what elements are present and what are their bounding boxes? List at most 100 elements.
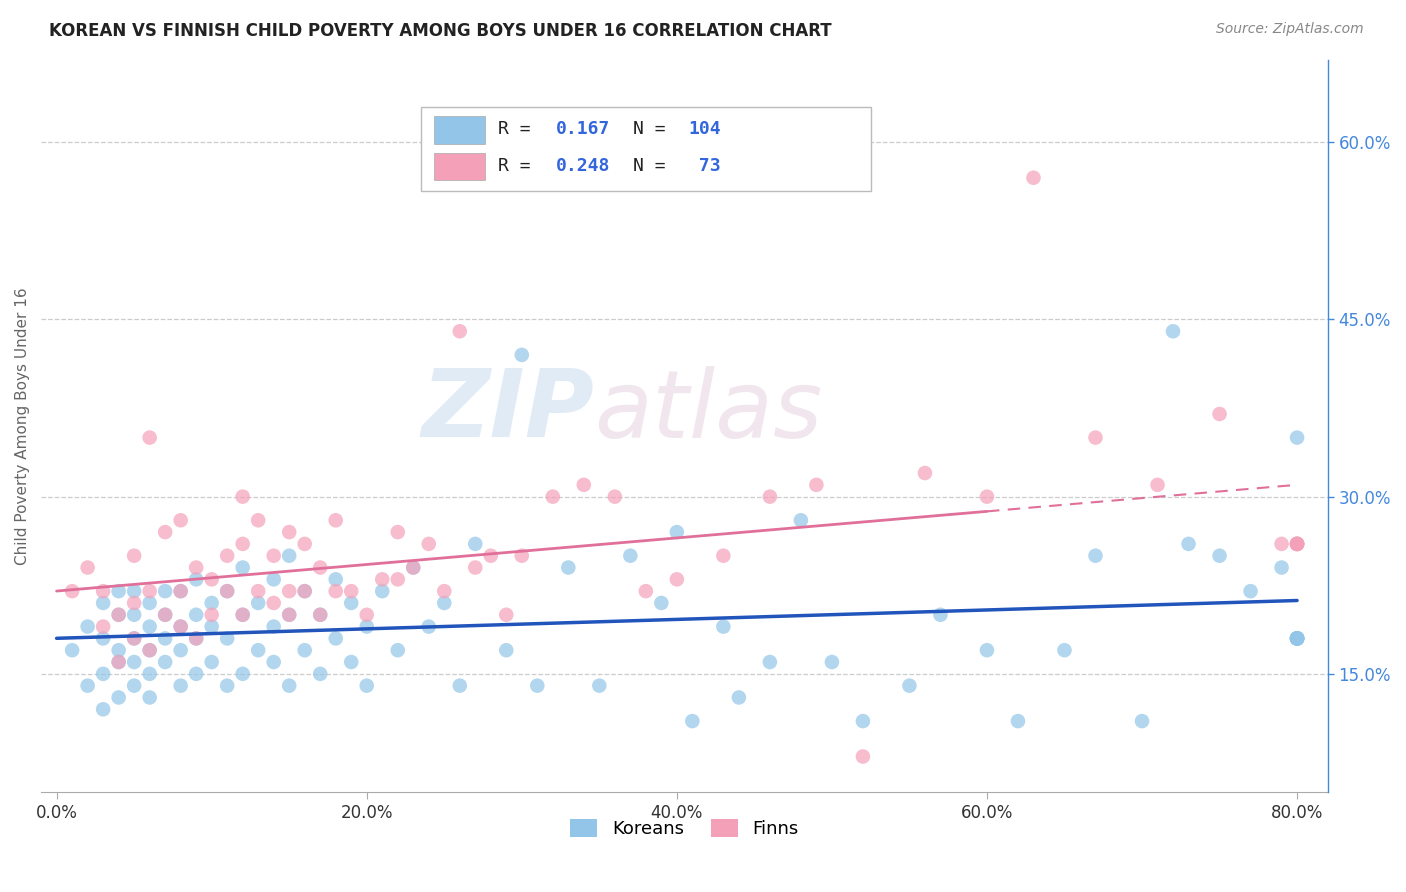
Point: [821, 655, 844, 669]
Point: [247, 596, 270, 610]
Point: [138, 619, 160, 633]
Point: [247, 513, 270, 527]
Point: [449, 324, 471, 338]
Point: [138, 643, 160, 657]
Point: [232, 607, 254, 622]
Point: [418, 537, 440, 551]
Point: [217, 584, 239, 599]
Point: [278, 525, 301, 540]
Point: [1286, 537, 1309, 551]
Text: N =: N =: [633, 157, 676, 175]
Point: [1270, 560, 1292, 574]
Point: [294, 584, 316, 599]
Point: [169, 679, 191, 693]
Point: [309, 666, 332, 681]
Point: [91, 702, 114, 716]
Point: [107, 655, 129, 669]
Point: [232, 537, 254, 551]
Point: [325, 584, 347, 599]
Point: [169, 619, 191, 633]
Point: [1286, 537, 1309, 551]
Point: [91, 632, 114, 646]
Point: [619, 549, 641, 563]
Point: [898, 679, 921, 693]
Text: 73: 73: [689, 157, 721, 175]
Point: [186, 572, 208, 586]
Point: [138, 690, 160, 705]
Point: [1286, 431, 1309, 445]
Point: [107, 584, 129, 599]
Point: [1130, 714, 1153, 728]
Point: [929, 607, 952, 622]
Point: [806, 478, 828, 492]
Point: [169, 619, 191, 633]
Point: [356, 607, 378, 622]
Point: [1286, 632, 1309, 646]
Point: [122, 632, 145, 646]
Point: [387, 572, 409, 586]
Point: [278, 584, 301, 599]
Point: [169, 513, 191, 527]
Point: [418, 619, 440, 633]
Point: [122, 549, 145, 563]
Text: R =: R =: [498, 120, 541, 138]
Point: [278, 607, 301, 622]
Point: [122, 655, 145, 669]
Point: [309, 607, 332, 622]
Point: [681, 714, 703, 728]
Point: [325, 632, 347, 646]
Point: [122, 632, 145, 646]
Point: [232, 490, 254, 504]
Point: [1286, 537, 1309, 551]
Point: [914, 466, 936, 480]
Point: [138, 643, 160, 657]
Point: [759, 490, 782, 504]
Point: [201, 655, 224, 669]
Point: [138, 666, 160, 681]
Point: [1286, 632, 1309, 646]
Point: [433, 584, 456, 599]
Point: [711, 549, 734, 563]
Point: [1084, 431, 1107, 445]
Point: [1177, 537, 1199, 551]
Point: [186, 632, 208, 646]
Y-axis label: Child Poverty Among Boys Under 16: Child Poverty Among Boys Under 16: [15, 287, 30, 565]
Point: [526, 679, 548, 693]
FancyBboxPatch shape: [433, 153, 485, 180]
Text: N =: N =: [633, 120, 676, 138]
Point: [107, 655, 129, 669]
Point: [91, 596, 114, 610]
Point: [1161, 324, 1184, 338]
Point: [76, 560, 98, 574]
Point: [495, 607, 517, 622]
Point: [852, 749, 875, 764]
Point: [91, 584, 114, 599]
Point: [650, 596, 672, 610]
Point: [122, 679, 145, 693]
Text: ZIP: ZIP: [422, 365, 595, 457]
Point: [588, 679, 610, 693]
Point: [1286, 632, 1309, 646]
Point: [107, 643, 129, 657]
Point: [325, 572, 347, 586]
Point: [852, 714, 875, 728]
Point: [371, 572, 394, 586]
Point: [169, 584, 191, 599]
Point: [153, 632, 176, 646]
Point: [232, 666, 254, 681]
Text: R =: R =: [498, 157, 541, 175]
Point: [356, 619, 378, 633]
Point: [186, 560, 208, 574]
Point: [153, 655, 176, 669]
Point: [169, 584, 191, 599]
Point: [278, 679, 301, 693]
Point: [76, 679, 98, 693]
Point: [464, 560, 486, 574]
Point: [1286, 632, 1309, 646]
Point: [217, 679, 239, 693]
Point: [603, 490, 626, 504]
Point: [1286, 632, 1309, 646]
Text: 104: 104: [689, 120, 721, 138]
Text: KOREAN VS FINNISH CHILD POVERTY AMONG BOYS UNDER 16 CORRELATION CHART: KOREAN VS FINNISH CHILD POVERTY AMONG BO…: [49, 22, 832, 40]
Point: [247, 643, 270, 657]
